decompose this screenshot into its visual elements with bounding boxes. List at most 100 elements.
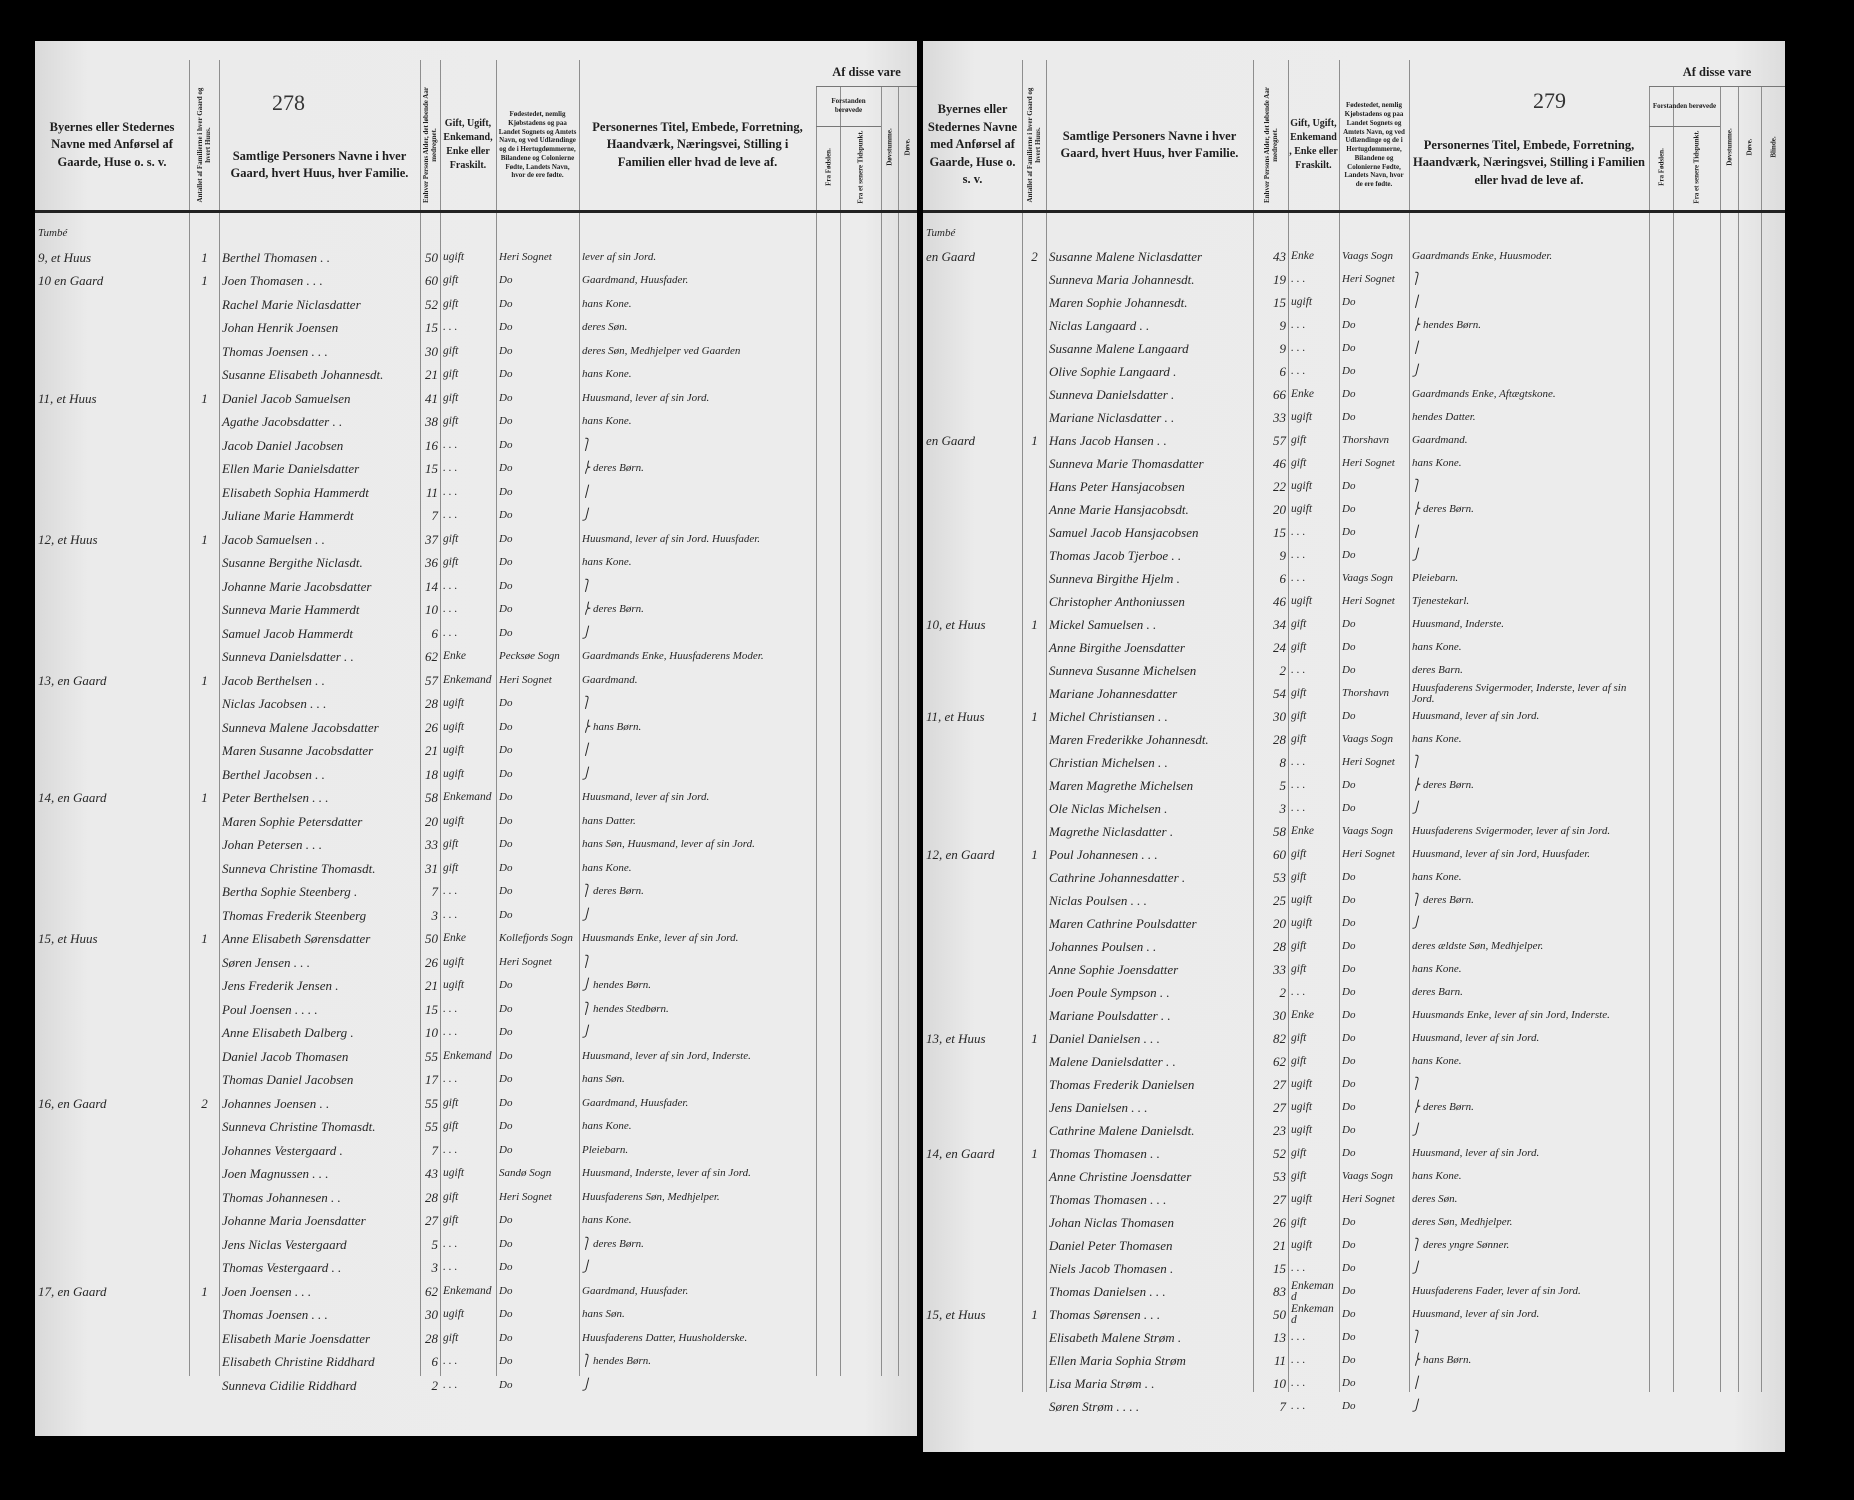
cell-place: 12, en Gaard <box>926 847 995 862</box>
table-row: Thomas Frederik Steenberg 3 . . . Do ⎭ <box>35 904 917 928</box>
cell-status: gift <box>1291 733 1307 745</box>
cell-fam <box>1025 1211 1044 1234</box>
cell-occ: Gaardmands Enke, Aftægtskone. <box>1412 388 1556 400</box>
cell-age: 21 <box>1273 1238 1286 1253</box>
cell-place: 16, en Gaard <box>38 1095 107 1111</box>
header-rule <box>923 210 1785 213</box>
header-subgroup: Forstanden berøvede <box>831 97 866 114</box>
cell-fam <box>192 1162 217 1186</box>
cell-fam <box>192 1068 217 1092</box>
cell-birth: Do <box>1342 917 1356 929</box>
table-row: 15, et Huus 1 Thomas Sørensen . . . 50 Enkem… <box>923 1303 1785 1326</box>
table-row: Hans Peter Hansjacobsen 22 ugift Do ⎫ <box>923 475 1785 498</box>
cell-status: ugift <box>1291 503 1313 515</box>
cell-place <box>926 1096 1020 1119</box>
cell-age: 60 <box>1273 847 1286 862</box>
cell-place <box>926 1050 1020 1073</box>
cell-name: Juliane Marie Hammerdt <box>222 508 354 524</box>
cell-fam <box>192 1303 217 1327</box>
cell-occ: ⎭ <box>582 1261 591 1274</box>
cell-occ: Huusmand, lever af sin Jord, Inderste. <box>582 1049 751 1062</box>
header-occupation: Personernes Titel, Embede, Forretning, H… <box>592 119 803 169</box>
cell-place <box>926 360 1020 383</box>
column-divider <box>1339 60 1340 1392</box>
cell-birth: Pecksøe Sogn <box>499 650 560 663</box>
table-row: Johan Niclas Thomasen 26 gift Do deres Søn, … <box>923 1211 1785 1234</box>
cell-birth: Do <box>1342 618 1356 630</box>
cell-occ: hans Kone. <box>1412 457 1462 469</box>
cell-name: Thomas Danielsen . . . <box>1049 1284 1166 1299</box>
cell-birth: Do <box>499 1096 513 1109</box>
cell-status: ugift <box>1291 894 1313 906</box>
cell-age: 57 <box>1273 433 1286 448</box>
cell-birth: Do <box>499 1237 513 1250</box>
cell-occ: Huusfaderens Datter, Huusholderske. <box>582 1331 748 1344</box>
cell-birth: Do <box>499 1002 513 1015</box>
cell-age: 53 <box>1273 870 1286 885</box>
cell-name <box>222 222 418 246</box>
cell-status: . . . <box>443 321 458 334</box>
header-families: Antallet af Familierne i hver Gaard og h… <box>189 81 219 209</box>
cell-name: Joen Magnussen . . . <box>222 1166 329 1182</box>
table-row: 11, et Huus 1 Daniel Jacob Samuelsen 41 gift… <box>35 387 917 411</box>
cell-name: Cathrine Johannesdatter . <box>1049 870 1186 885</box>
cell-fam <box>1025 1119 1044 1142</box>
cell-occ: ⎭ <box>1412 1124 1421 1136</box>
column-divider <box>579 60 580 1376</box>
cell-birth: Do <box>1342 1331 1356 1343</box>
cell-fam <box>192 1186 217 1210</box>
census-page-left: Byernes eller Stedernes Navne med Anførs… <box>35 41 917 1436</box>
cell-fam <box>1025 636 1044 659</box>
table-row: Juliane Marie Hammerdt 7 . . . Do ⎭ <box>35 504 917 528</box>
cell-name: Thomas Joensen . . . <box>222 1307 328 1323</box>
cell-age: 26 <box>425 719 438 735</box>
cell-birth: Do <box>499 509 513 522</box>
cell-occ: hans Kone. <box>1412 1055 1462 1067</box>
cell-fam: 1 <box>1031 709 1038 724</box>
cell-age: 6 <box>431 625 439 641</box>
cell-birth: Do <box>499 462 513 475</box>
table-row: Sunneva Marie Hammerdt 10 . . . Do ⎬ deres B… <box>35 598 917 622</box>
cell-age: 46 <box>1273 594 1286 609</box>
cell-age: 33 <box>425 837 438 853</box>
cell-status: . . . <box>1291 572 1306 584</box>
cell-occ <box>1412 222 1647 245</box>
cell-name: Sunneva Cidilie Riddhard <box>222 1377 357 1393</box>
cell-name: Niels Jacob Thomasen . <box>1049 1261 1174 1276</box>
cell-occ: hendes Datter. <box>1412 411 1476 423</box>
cell-status: gift <box>1291 1147 1307 1159</box>
cell-birth: Do <box>499 485 513 498</box>
cell-name: Elisabeth Christine Riddhard <box>222 1354 375 1370</box>
cell-occ: ⎫ deres Børn. <box>1412 894 1474 906</box>
cell-place <box>38 904 187 928</box>
cell-place <box>38 739 187 763</box>
cell-birth: Do <box>499 321 513 334</box>
cell-birth: Do <box>499 720 513 733</box>
cell-status: Enkemand <box>443 1049 492 1062</box>
cell-fam: 1 <box>1031 1307 1038 1322</box>
cell-place: 11, et Huus <box>926 709 985 724</box>
cell-place: 9, et Huus <box>38 249 92 265</box>
cell-birth: Do <box>499 556 513 569</box>
cell-name: Joen Joensen . . . <box>222 1283 312 1299</box>
cell-occ: ⎫ <box>582 955 591 968</box>
table-row: 14, en Gaard 1 Peter Berthelsen . . . 58 Enk… <box>35 786 917 810</box>
cell-fam <box>192 998 217 1022</box>
cell-name: Michel Christiansen . . <box>1049 709 1168 724</box>
cell-age: 13 <box>1273 1330 1286 1345</box>
cell-age: 10 <box>425 602 438 618</box>
cell-name: Sunneva Maria Johannesdt. <box>1049 272 1195 287</box>
cell-age: 7 <box>431 884 439 900</box>
cell-birth: Do <box>1342 641 1356 653</box>
column-divider <box>420 60 421 1376</box>
cell-name <box>1049 222 1251 245</box>
cell-birth: Do <box>1342 664 1356 676</box>
cell-name: Anne Elisabeth Sørensdatter <box>222 931 371 947</box>
table-row: 14, en Gaard 1 Thomas Thomasen . . 52 gift Do… <box>923 1142 1785 1165</box>
cell-fam <box>192 481 217 505</box>
cell-birth: Do <box>1342 986 1356 998</box>
cell-fam <box>1025 452 1044 475</box>
cell-status: ugift <box>1291 917 1313 929</box>
header-age-text: Enhver Persons Alder, det løbende Aar me… <box>1262 87 1279 203</box>
cell-place <box>926 567 1020 590</box>
